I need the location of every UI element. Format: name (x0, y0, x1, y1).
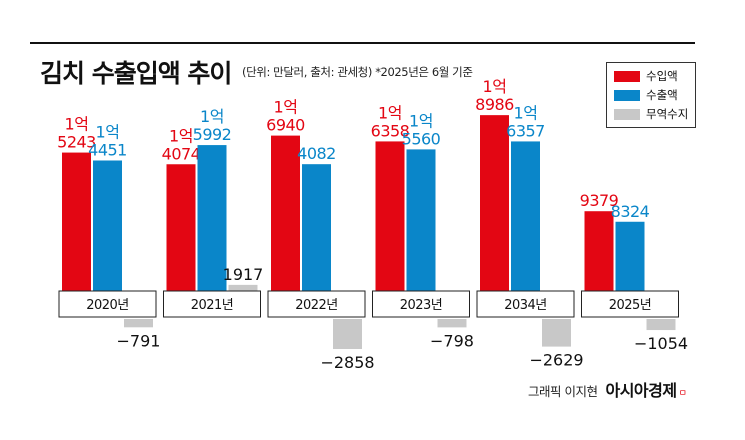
category-label-4: 2034년 (504, 298, 547, 313)
data-label-import-1-0: 1억 (169, 126, 193, 145)
data-label-import-2-1: 6940 (266, 116, 305, 135)
bar-import-0 (62, 152, 91, 305)
bar-export-2 (302, 164, 331, 305)
legend-label-balance: 무역수지 (646, 107, 689, 121)
data-label-balance-4: −2629 (529, 351, 583, 370)
bar-import-1 (166, 164, 196, 305)
data-label-export-1-1: 5992 (193, 125, 232, 144)
legend-label-export: 수출액 (646, 88, 678, 102)
category-box-3 (372, 290, 470, 318)
data-label-balance-3: −798 (430, 331, 474, 350)
category-label-2: 2022년 (295, 298, 338, 313)
data-label-import-4-1: 8986 (475, 95, 514, 114)
bar-import-4 (480, 115, 509, 305)
legend-label-import: 수입액 (646, 69, 678, 83)
legend-item-balance: 무역수지 (614, 105, 688, 123)
data-label-export-4-0: 1억 (514, 103, 538, 122)
category-box-5 (581, 290, 679, 318)
bar-import-2 (271, 135, 300, 305)
data-label-import-0-0: 1억 (65, 115, 89, 134)
data-label-import-3-1: 6358 (371, 121, 410, 140)
credit-graphic-author: 그래픽 이지현 (528, 384, 598, 399)
data-label-export-0-0: 1억 (96, 122, 120, 141)
legend-swatch-export (614, 89, 640, 101)
bar-export-1 (197, 145, 227, 305)
chart-title: 김치 수출입액 추이 (40, 59, 232, 88)
data-label-export-2-0: 4082 (297, 144, 336, 163)
legend: 수입액 수출액 무역수지 (606, 62, 696, 128)
data-label-export-5-0: 8324 (611, 202, 650, 221)
credit-line: 그래픽 이지현 아시아경제 ㅁ (528, 377, 687, 401)
bar-import-5 (584, 211, 614, 305)
category-label-1: 2021년 (191, 298, 234, 313)
legend-item-export: 수출액 (614, 86, 678, 104)
data-label-balance-0: −791 (117, 331, 161, 350)
bar-balance-0 (124, 319, 153, 328)
bar-export-4 (511, 141, 540, 305)
category-label-5: 2025년 (609, 298, 652, 313)
data-label-export-4-1: 6357 (506, 121, 545, 140)
legend-item-import: 수입액 (614, 67, 678, 85)
bar-export-0 (93, 160, 122, 305)
data-label-balance-5: −1054 (634, 334, 688, 353)
data-label-import-4-0: 1억 (483, 77, 507, 96)
chart-subtitle: (단위: 만달러, 출처: 관세청) *2025년은 6월 기준 (242, 65, 473, 79)
category-label-0: 2020년 (86, 298, 129, 313)
legend-swatch-balance (614, 108, 640, 120)
bar-balance-5 (646, 319, 676, 331)
data-label-balance-1: 1917 (223, 265, 264, 284)
category-box-2 (267, 290, 366, 318)
data-label-import-5-0: 9379 (580, 191, 619, 210)
data-label-export-3-0: 1억 (409, 111, 433, 130)
legend-swatch-import (614, 70, 640, 82)
bar-balance-4 (542, 319, 571, 347)
brand-mark-icon: ㅁ (678, 389, 687, 399)
bar-export-3 (406, 149, 436, 305)
data-label-import-2-0: 1억 (274, 98, 298, 117)
data-label-import-0-1: 5243 (57, 133, 96, 152)
data-label-import-3-0: 1억 (378, 103, 402, 122)
category-box-0 (58, 290, 157, 318)
bar-balance-3 (437, 319, 467, 328)
data-label-balance-2: −2858 (320, 353, 374, 372)
data-label-export-1-0: 1억 (200, 107, 224, 126)
credit-brand-logo: 아시아경제 (605, 381, 677, 400)
category-box-4 (476, 290, 575, 318)
top-rule (30, 42, 695, 44)
data-label-export-0-1: 4451 (88, 140, 127, 159)
data-label-export-3-1: 5560 (402, 129, 441, 148)
category-box-1 (163, 290, 261, 318)
data-label-import-1-1: 4074 (162, 144, 201, 163)
bar-import-3 (375, 141, 405, 305)
category-label-3: 2023년 (400, 298, 443, 313)
bar-balance-2 (333, 319, 362, 350)
